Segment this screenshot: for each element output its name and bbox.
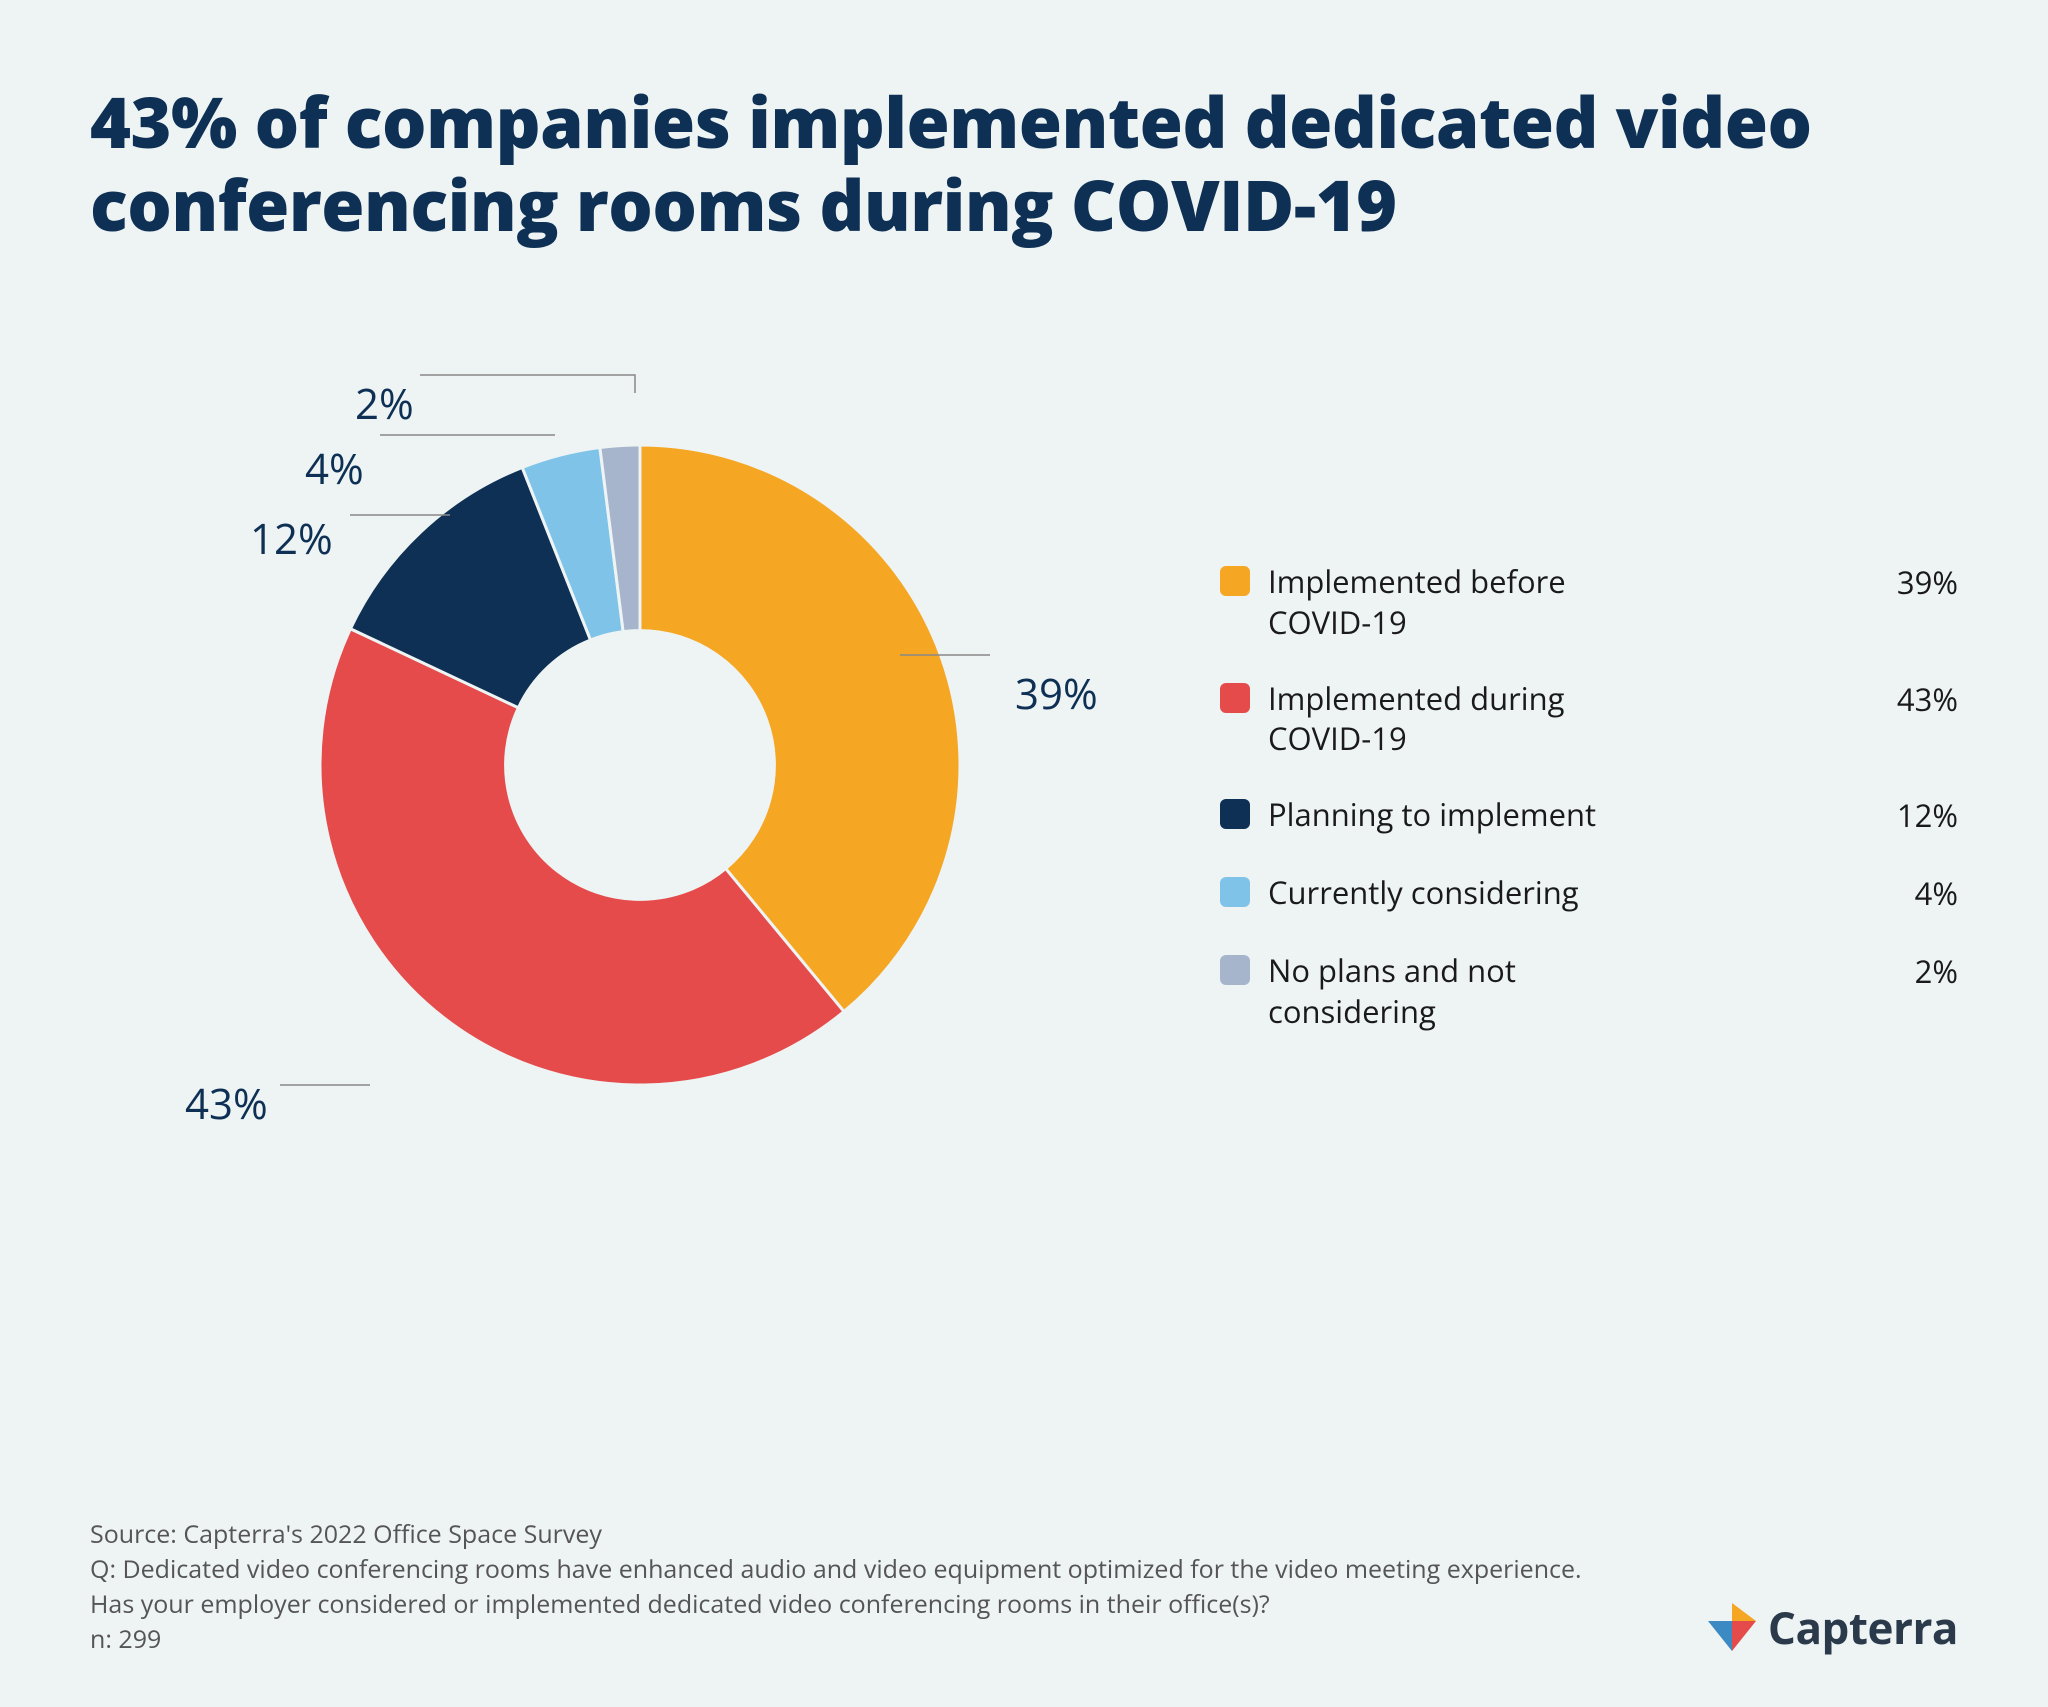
- legend-label: Implemented during COVID-19: [1268, 679, 1638, 760]
- legend: Implemented before COVID-1939%Implemente…: [1190, 462, 1958, 1068]
- slice-label: 4%: [305, 440, 364, 497]
- legend-swatch: [1220, 566, 1250, 596]
- legend-pct: 39%: [1867, 562, 1958, 604]
- legend-row: Planning to implement 12%: [1220, 795, 1958, 837]
- brand-name: Capterra: [1768, 1597, 1958, 1657]
- legend-row: Implemented before COVID-19 39%: [1220, 562, 1958, 643]
- slice-label: 12%: [250, 510, 333, 567]
- footer: Source: Capterra's 2022 Office Space Sur…: [90, 1517, 1958, 1657]
- chart-title: 43% of companies implemented dedicated v…: [90, 80, 1958, 245]
- legend-label: No plans and not considering: [1268, 951, 1638, 1032]
- footer-text: Source: Capterra's 2022 Office Space Sur…: [90, 1517, 1590, 1657]
- footer-source: Source: Capterra's 2022 Office Space Sur…: [90, 1517, 1590, 1552]
- slice-label: 2%: [355, 375, 414, 432]
- legend-label: Currently considering: [1268, 873, 1638, 913]
- capterra-logo-icon: [1706, 1601, 1758, 1653]
- legend-label: Planning to implement: [1268, 795, 1638, 835]
- content-row: 39% 43% 12% 4% 2% Implemented before COVID-1…: [90, 335, 1958, 1195]
- leader-line: [420, 375, 635, 393]
- legend-row: No plans and not considering 2%: [1220, 951, 1958, 1032]
- brand: Capterra: [1706, 1597, 1958, 1657]
- legend-swatch: [1220, 799, 1250, 829]
- footer-n: n: 299: [90, 1622, 1590, 1657]
- legend-pct: 2%: [1885, 951, 1958, 993]
- donut-chart: [90, 335, 1190, 1195]
- slice-label: 39%: [1015, 665, 1098, 722]
- legend-swatch: [1220, 877, 1250, 907]
- legend-swatch: [1220, 683, 1250, 713]
- slice-label: 43%: [185, 1075, 268, 1132]
- legend-swatch: [1220, 955, 1250, 985]
- legend-label: Implemented before COVID-19: [1268, 562, 1638, 643]
- legend-pct: 43%: [1867, 679, 1958, 721]
- donut-chart-area: 39% 43% 12% 4% 2%: [90, 335, 1190, 1195]
- legend-row: Implemented during COVID-19 43%: [1220, 679, 1958, 760]
- legend-pct: 12%: [1867, 795, 1958, 837]
- legend-pct: 4%: [1885, 873, 1958, 915]
- legend-row: Currently considering 4%: [1220, 873, 1958, 915]
- footer-question: Q: Dedicated video conferencing rooms ha…: [90, 1552, 1590, 1622]
